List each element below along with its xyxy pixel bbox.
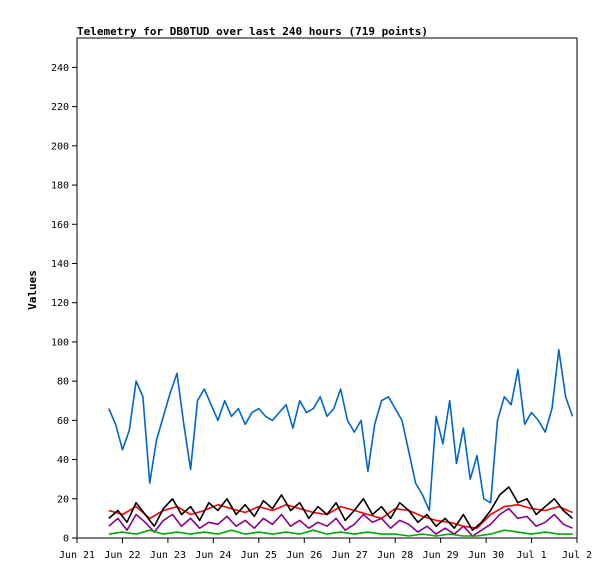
y-tick-label: 180 bbox=[51, 181, 69, 192]
y-axis: 0 20 40 60 80 100 120 140 160 180 200 220 240 bbox=[51, 63, 77, 545]
series-line-2 bbox=[108, 486, 574, 532]
series-line-0 bbox=[108, 348, 574, 512]
y-tick-label: 200 bbox=[51, 141, 69, 152]
series-line-3 bbox=[108, 507, 573, 537]
x-tick-label: Jun 30 bbox=[468, 550, 504, 561]
y-axis-label: Values bbox=[26, 270, 39, 310]
y-tick-label: 140 bbox=[51, 259, 69, 270]
chart-title: Telemetry for DB0TUD over last 240 hours… bbox=[77, 25, 428, 38]
y-tick-label: 20 bbox=[57, 494, 69, 505]
y-tick-label: 0 bbox=[63, 534, 69, 545]
x-tick-label: Jun 23 bbox=[150, 550, 186, 561]
x-tick-label: Jun 26 bbox=[286, 550, 322, 561]
y-tick-label: 80 bbox=[57, 377, 69, 388]
y-tick-label: 160 bbox=[51, 220, 69, 231]
y-tick-label: 60 bbox=[57, 416, 69, 427]
series-line-4 bbox=[108, 529, 573, 537]
x-tick-label: Jun 24 bbox=[195, 550, 231, 561]
x-tick-label: Jun 25 bbox=[241, 550, 277, 561]
x-tick-label: Jun 28 bbox=[377, 550, 413, 561]
series-layer bbox=[108, 348, 574, 537]
x-tick-label: Jun 27 bbox=[332, 550, 368, 561]
x-tick-label: Jul 1 bbox=[516, 550, 546, 561]
series-line-1 bbox=[108, 503, 573, 530]
x-tick-label: Jun 22 bbox=[104, 550, 140, 561]
x-axis: Jun 21 Jun 22 Jun 23 Jun 24 Jun 25 Jun 26 Jun … bbox=[59, 538, 592, 561]
x-tick-label: Jun 29 bbox=[423, 550, 459, 561]
plot-frame bbox=[76, 37, 578, 539]
x-tick-label: Jun 21 bbox=[59, 550, 95, 561]
y-tick-label: 40 bbox=[57, 455, 69, 466]
y-tick-label: 100 bbox=[51, 337, 69, 348]
x-tick-label: Jul 2 bbox=[562, 550, 592, 561]
y-tick-label: 220 bbox=[51, 102, 69, 113]
y-tick-label: 240 bbox=[51, 63, 69, 74]
y-tick-label: 120 bbox=[51, 298, 69, 309]
